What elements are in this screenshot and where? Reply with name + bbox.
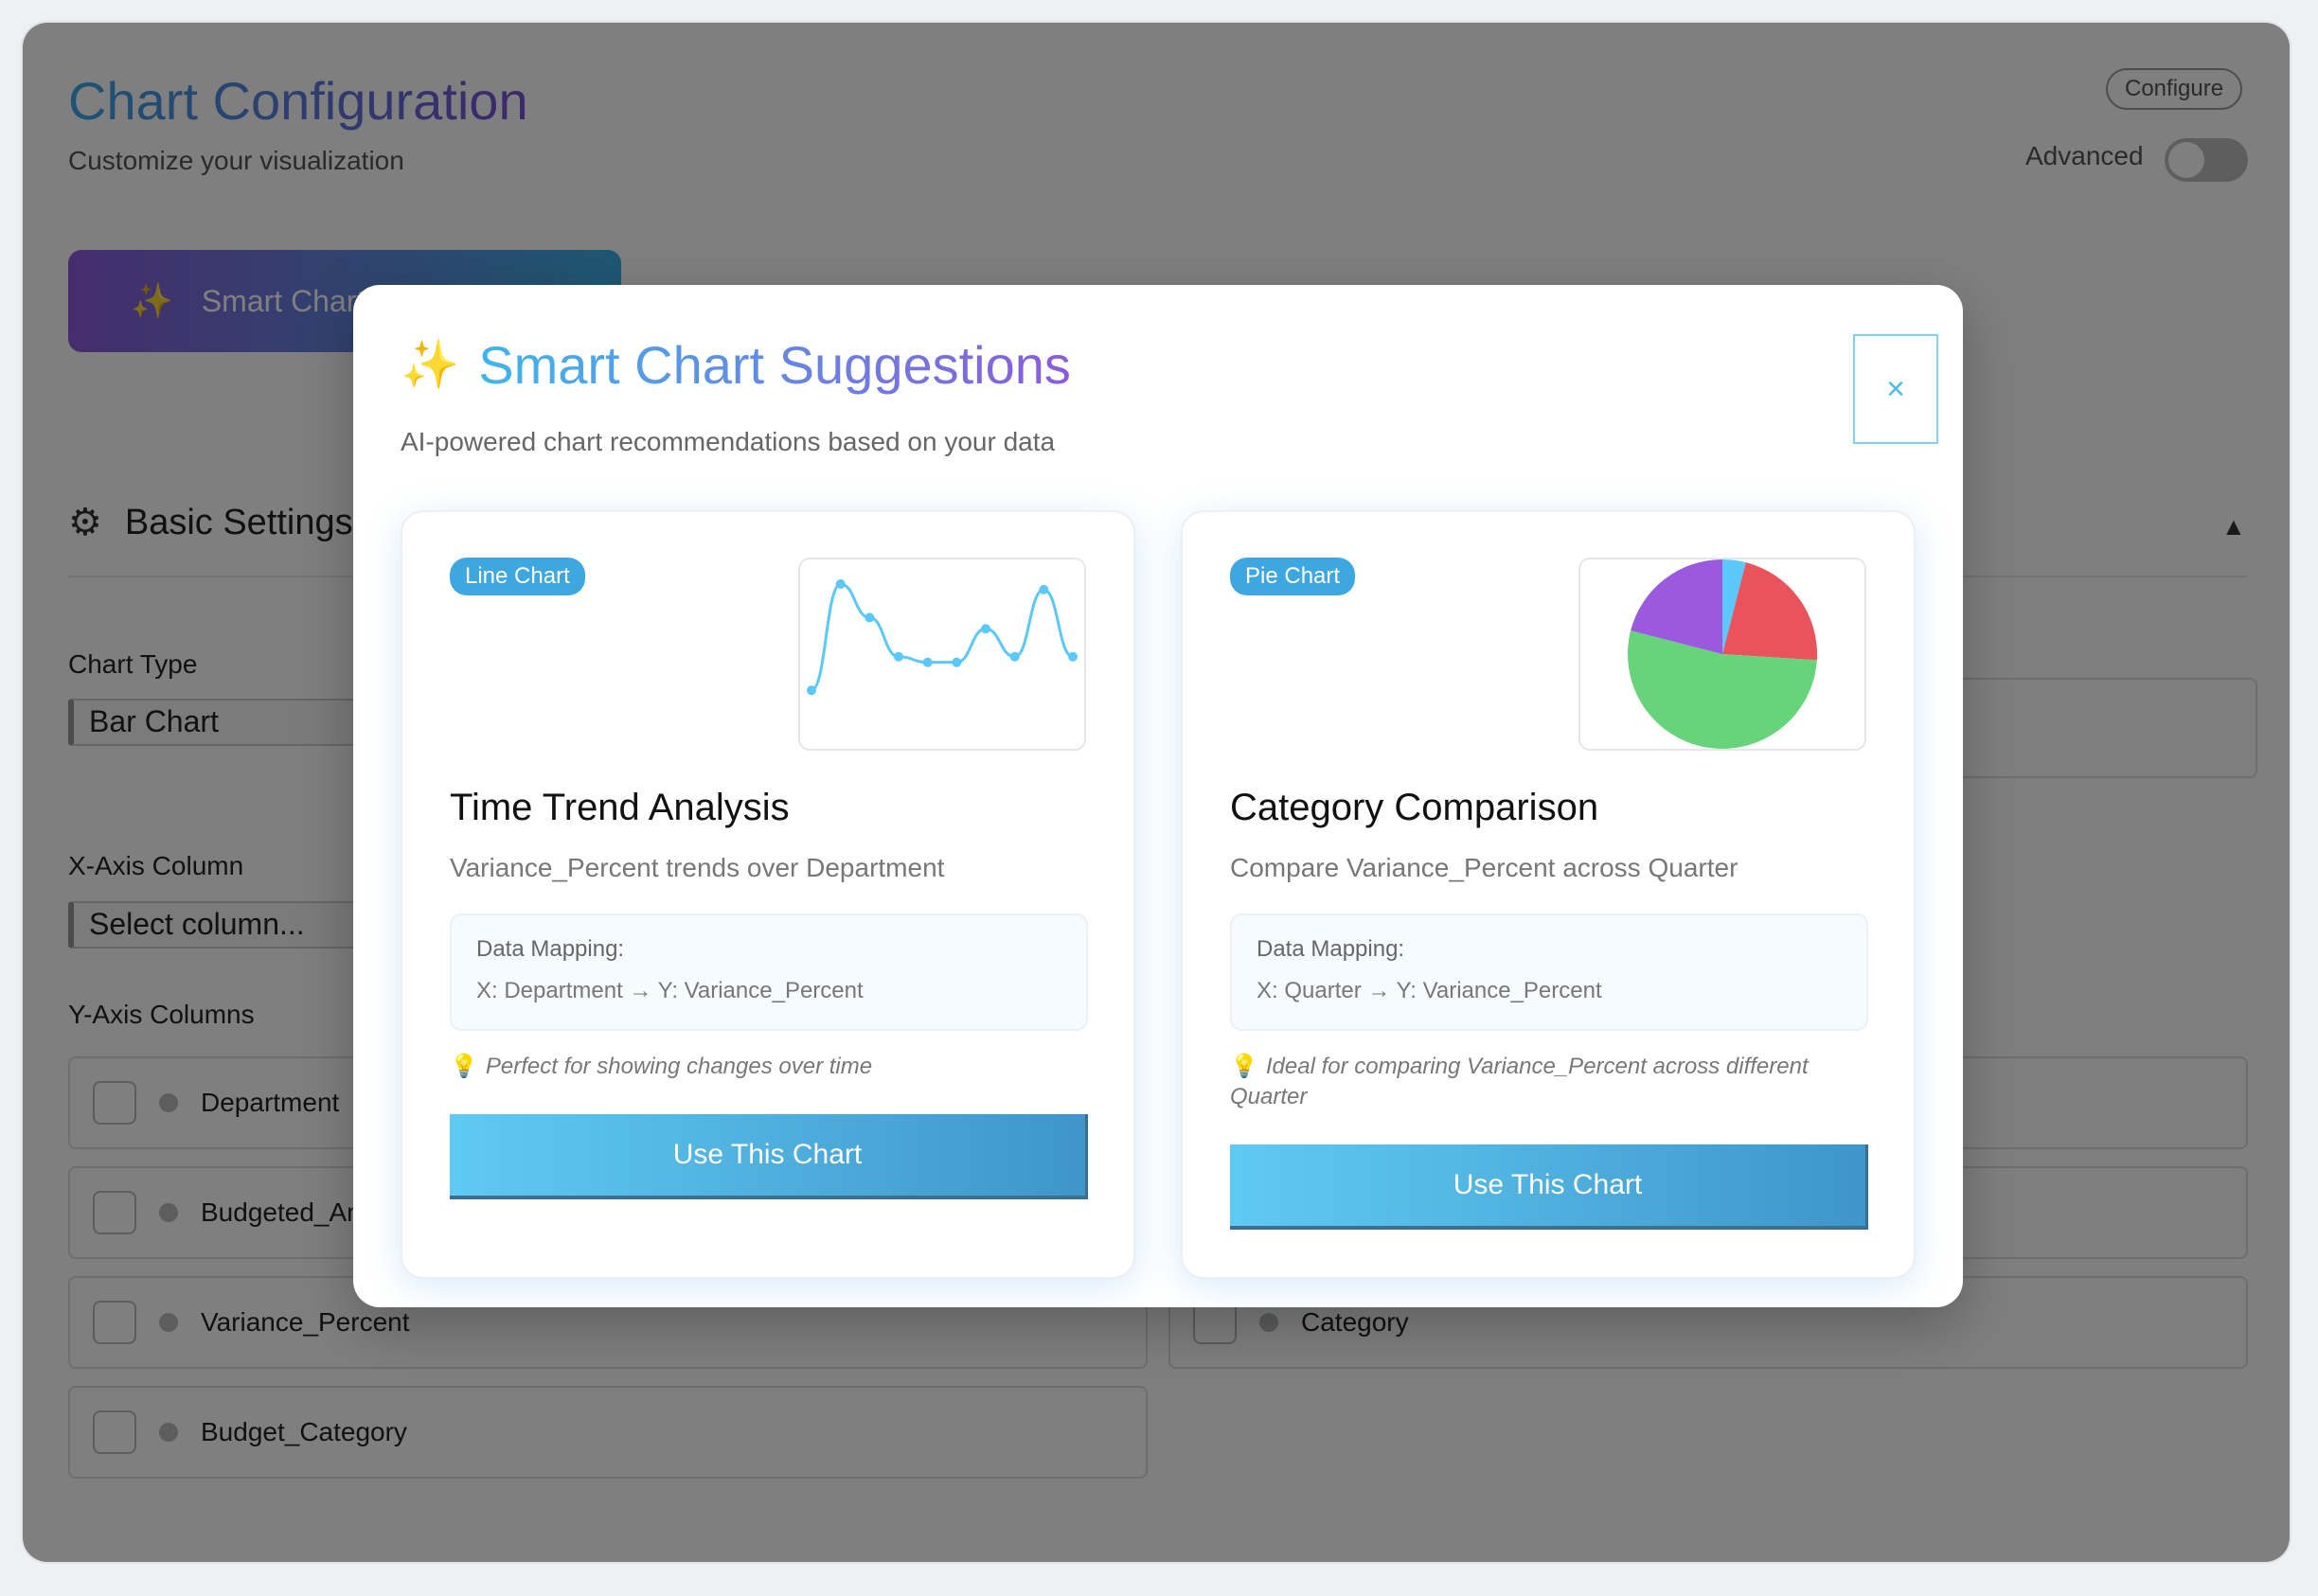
use-this-chart-button[interactable]: Use This Chart (450, 1114, 1088, 1199)
modal-title: ✨ Smart Chart Suggestions (401, 334, 1071, 396)
pie-slice (1722, 559, 1746, 654)
sparkles-icon: ✨ (401, 338, 460, 391)
pie-slice (1628, 630, 1817, 750)
card-title: Category Comparison (1230, 787, 1599, 828)
tip-text: 💡 Perfect for showing changes over time (450, 1052, 1094, 1082)
data-point (865, 612, 875, 623)
chart-type-badge: Pie Chart (1230, 558, 1356, 595)
data-point (1009, 651, 1020, 662)
chart-type-badge: Line Chart (450, 558, 585, 595)
data-point (1039, 584, 1049, 594)
data-point (807, 685, 816, 696)
tip-text: 💡 Ideal for comparing Variance_Percent ac… (1230, 1052, 1874, 1112)
card-title: Time Trend Analysis (450, 787, 790, 828)
lightbulb-icon: 💡 (450, 1054, 478, 1079)
pie-slice (1722, 562, 1817, 661)
data-point (894, 651, 903, 662)
suggestion-card-line: Line Chart Time Trend Analysis Variance_… (401, 510, 1135, 1279)
tip-body: Ideal for comparing Variance_Percent acr… (1230, 1054, 1809, 1109)
data-point (981, 624, 990, 634)
pie-chart-svg (1628, 559, 1817, 750)
line-chart-preview (798, 558, 1086, 751)
close-button[interactable]: × (1853, 334, 1938, 444)
mapping-label: Data Mapping: (1257, 936, 1405, 962)
line-chart-svg (807, 579, 1078, 696)
card-description: Compare Variance_Percent across Quarter (1230, 853, 1738, 882)
data-mapping-box: Data Mapping: X: Department → Y: Varianc… (450, 913, 1088, 1031)
data-point (835, 579, 846, 589)
mapping-value: X: Quarter → Y: Variance_Percent (1257, 978, 1602, 1003)
pie-chart-preview (1578, 558, 1866, 751)
suggestion-card-pie: Pie Chart Category Comparison Compare Va… (1181, 510, 1916, 1279)
chart-config-panel: Chart Configuration Customize your visua… (21, 21, 2291, 1564)
close-icon: × (1886, 370, 1905, 407)
card-description: Variance_Percent trends over Department (450, 853, 945, 882)
data-point (952, 657, 962, 667)
modal-title-text: Smart Chart Suggestions (478, 335, 1071, 395)
data-mapping-box: Data Mapping: X: Quarter → Y: Variance_P… (1230, 913, 1868, 1031)
series-line (811, 582, 1074, 692)
data-point (922, 657, 933, 667)
mapping-value: X: Department → Y: Variance_Percent (476, 978, 864, 1003)
data-point (1068, 651, 1078, 662)
lightbulb-icon: 💡 (1230, 1054, 1258, 1079)
pie-slice (1631, 559, 1722, 654)
smart-suggestions-modal: ✨ Smart Chart Suggestions AI-powered cha… (353, 285, 1963, 1307)
modal-subtitle: AI-powered chart recommendations based o… (401, 427, 1056, 456)
use-this-chart-button[interactable]: Use This Chart (1230, 1144, 1868, 1230)
mapping-label: Data Mapping: (476, 936, 625, 962)
tip-body: Perfect for showing changes over time (485, 1054, 873, 1079)
